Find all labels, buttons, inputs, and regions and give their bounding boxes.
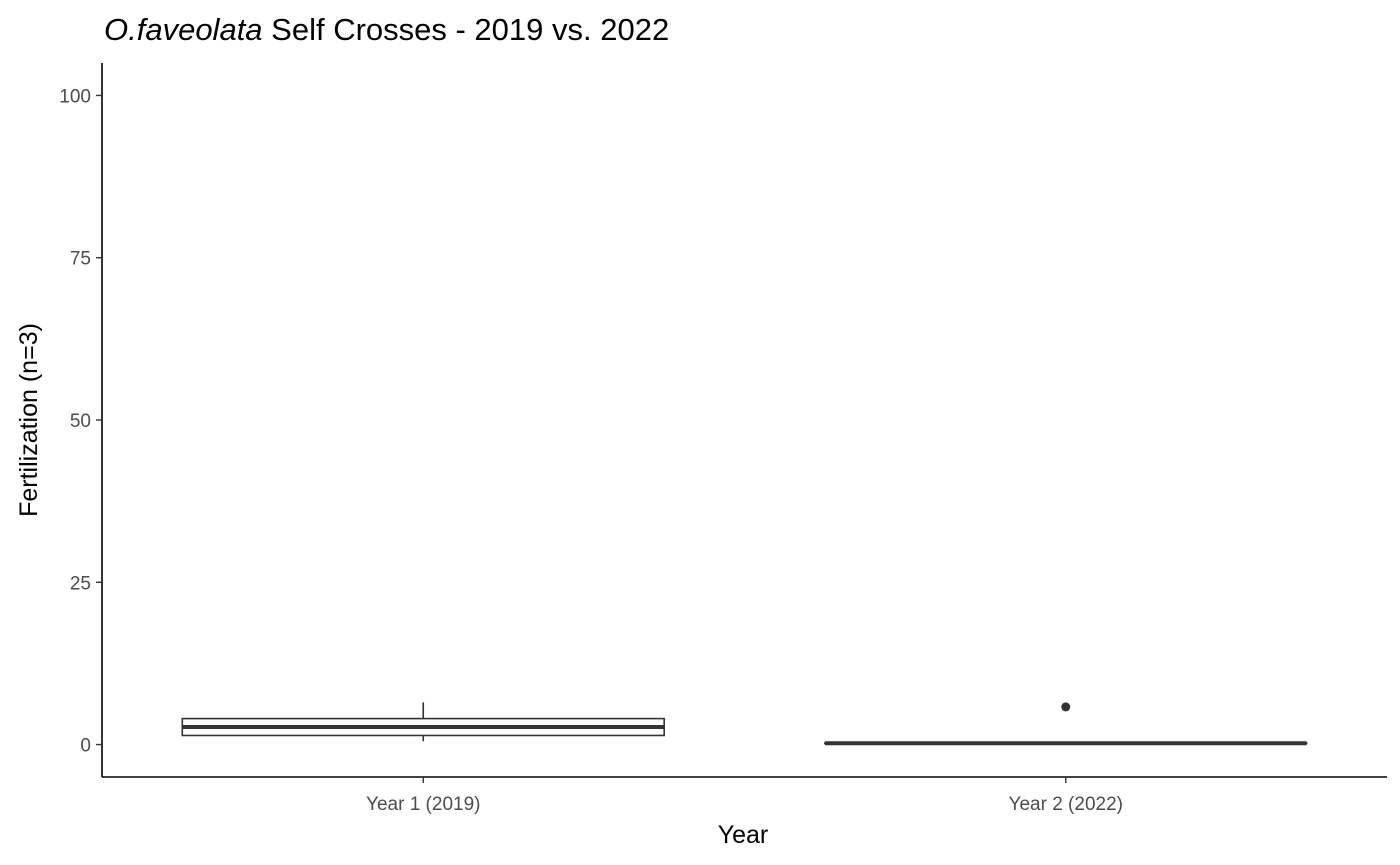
y-axis-title: Fertilization (n=3) xyxy=(15,323,43,517)
box-group xyxy=(181,702,665,742)
x-tick-label: Year 1 (2019) xyxy=(366,794,480,815)
outlier-point xyxy=(1061,702,1071,712)
chart-title-rest: Self Crosses - 2019 vs. 2022 xyxy=(263,12,670,47)
x-tick-label: Year 2 (2022) xyxy=(1009,794,1123,815)
x-axis-title: Year xyxy=(718,821,769,849)
y-axis-ticks: 0 25 50 75 100 xyxy=(59,86,102,757)
chart-title: O.faveolata Self Crosses - 2019 vs. 2022 xyxy=(104,12,669,47)
chart-title-italic: O.faveolata xyxy=(104,12,263,47)
y-tick-label: 75 xyxy=(70,249,91,270)
y-tick-label: 50 xyxy=(70,411,91,432)
plot-area xyxy=(181,702,1308,746)
box-group xyxy=(824,702,1308,746)
y-tick-label: 0 xyxy=(80,736,91,757)
x-axis-ticks: Year 1 (2019) Year 2 (2022) xyxy=(366,777,1123,815)
y-tick-label: 25 xyxy=(70,573,91,594)
y-tick-label: 100 xyxy=(59,86,91,107)
